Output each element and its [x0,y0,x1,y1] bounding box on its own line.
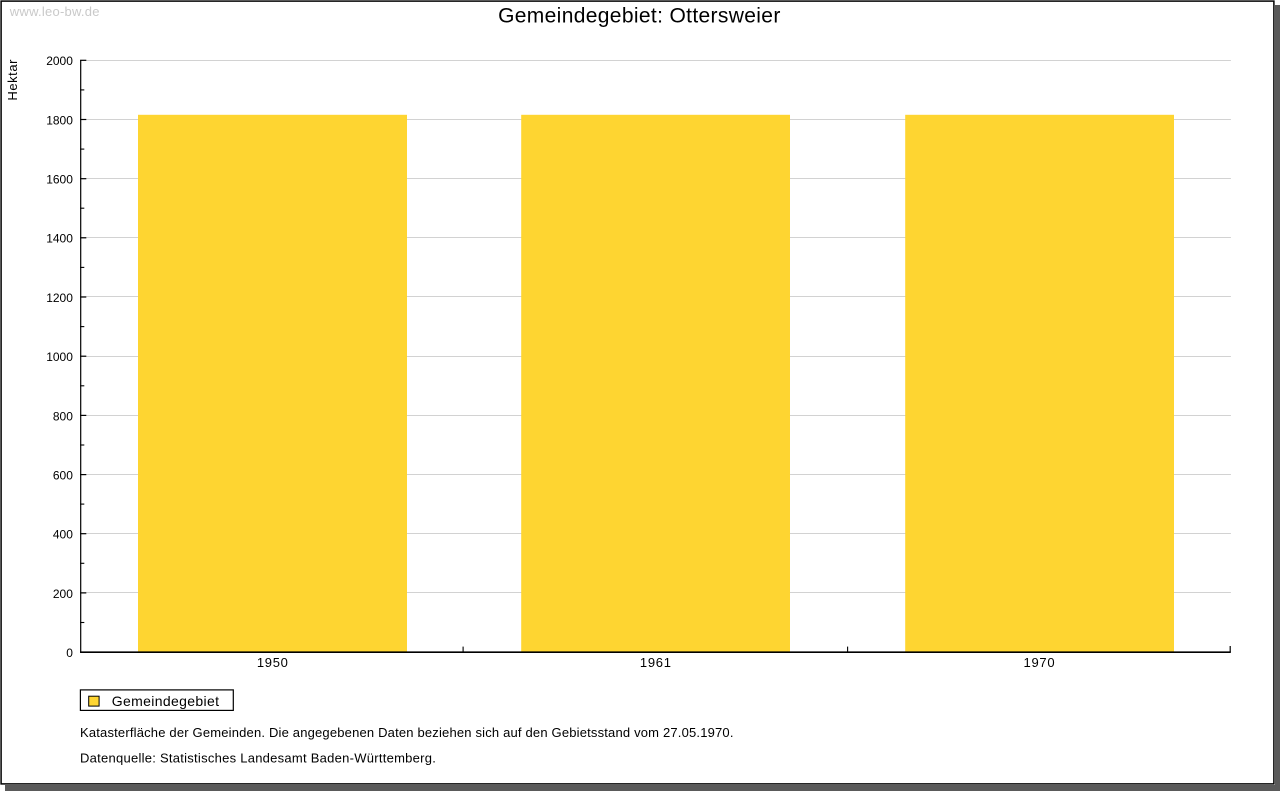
svg-text:1961: 1961 [640,655,672,670]
svg-text:200: 200 [53,587,73,601]
svg-text:800: 800 [53,409,73,423]
svg-text:Datenquelle: Statistisches Lan: Datenquelle: Statistisches Landesamt Bad… [80,751,436,766]
svg-text:400: 400 [53,528,73,542]
svg-text:Hektar: Hektar [5,59,20,101]
svg-text:600: 600 [53,469,73,483]
svg-text:1950: 1950 [257,655,289,670]
svg-text:0: 0 [66,646,73,660]
svg-text:1400: 1400 [46,232,73,246]
svg-text:1800: 1800 [46,113,73,127]
svg-text:Katasterfläche der Gemeinden.: Katasterfläche der Gemeinden. Die angege… [80,725,734,740]
svg-text:1600: 1600 [46,173,73,187]
svg-text:Gemeindegebiet: Gemeindegebiet [112,693,220,709]
svg-text:1200: 1200 [46,291,73,305]
svg-text:www.leo-bw.de: www.leo-bw.de [9,4,100,19]
svg-text:Gemeindegebiet: Ottersweier: Gemeindegebiet: Ottersweier [498,4,781,27]
svg-text:2000: 2000 [46,54,73,68]
svg-text:1970: 1970 [1024,655,1056,670]
svg-text:1000: 1000 [46,350,73,364]
